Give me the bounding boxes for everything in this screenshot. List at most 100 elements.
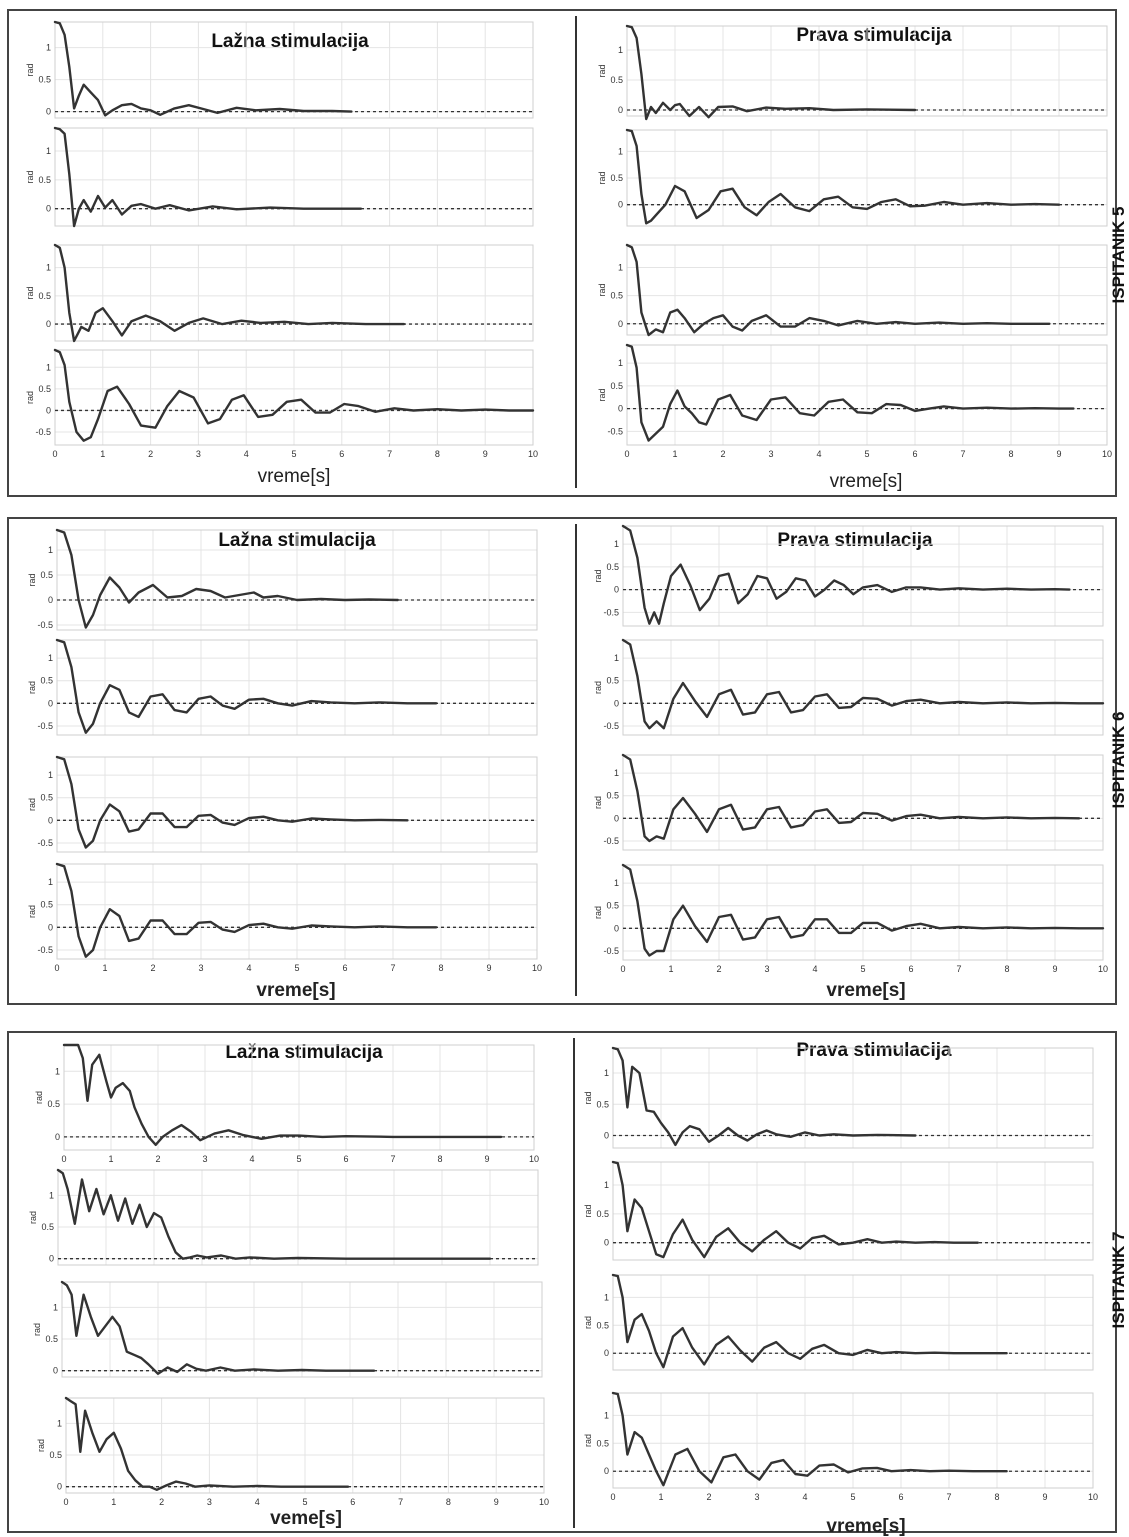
y-axis-label: rad [593, 796, 603, 809]
y-tick-label: 1 [46, 263, 51, 273]
y-tick-label: 1 [55, 1066, 60, 1076]
x-tick-label: 0 [610, 1492, 615, 1502]
x-tick-label: 2 [150, 963, 155, 973]
y-tick-label: -0.5 [35, 427, 51, 437]
y-axis-label: rad [583, 1434, 593, 1447]
y-tick-label: 1 [618, 263, 623, 273]
series-line [55, 528, 399, 629]
x-tick-label: 7 [387, 449, 392, 459]
y-tick-label: 0.5 [610, 173, 623, 183]
y-tick-label: 0.5 [610, 381, 623, 391]
plot-frame [65, 1397, 545, 1494]
y-tick-label: 0 [604, 1238, 609, 1248]
y-tick-label: 0 [604, 1348, 609, 1358]
plot-frame [626, 25, 1108, 117]
y-tick-label: -0.5 [37, 945, 53, 955]
x-tick-label: 10 [529, 1154, 539, 1164]
y-tick-label: 0.5 [40, 676, 53, 686]
chart-panel-21: 0 0.5 1 rad [583, 1046, 1094, 1149]
x-tick-label: 7 [390, 963, 395, 973]
x-tick-label: 5 [850, 1492, 855, 1502]
y-axis-label: rad [36, 1439, 46, 1452]
y-tick-label: 1 [614, 878, 619, 888]
y-tick-label: -0.5 [603, 946, 619, 956]
column-title-left-7: Lažna stimulacija [225, 1042, 383, 1063]
column-title-left-5: Lažna stimulacija [211, 31, 369, 52]
y-tick-label: 0.5 [606, 562, 619, 572]
y-axis-label: rad [25, 63, 35, 76]
y-axis-label: rad [27, 905, 37, 918]
x-tick-label: 10 [528, 449, 538, 459]
x-tick-label: 1 [658, 1492, 663, 1502]
plot-frame [622, 864, 1104, 961]
y-tick-label: 0.5 [596, 1438, 609, 1448]
plot-frame [56, 863, 538, 960]
group-frame-5 [7, 9, 1117, 497]
x-tick-label: 10 [539, 1497, 549, 1507]
y-tick-label: 0 [48, 922, 53, 932]
series-line [53, 243, 406, 343]
x-tick-label: 1 [111, 1497, 116, 1507]
x-tick-label: 7 [390, 1154, 395, 1164]
y-tick-label: 0 [57, 1482, 62, 1492]
y-tick-label: 0.5 [40, 900, 53, 910]
x-tick-label: 0 [52, 449, 57, 459]
plot-frame [622, 754, 1104, 851]
y-tick-label: 0.5 [47, 1099, 60, 1109]
y-tick-label: 0 [48, 815, 53, 825]
series-line [611, 1160, 979, 1259]
plot-frame [63, 1044, 535, 1151]
y-tick-label: 0 [618, 200, 623, 210]
x-tick-label: 7 [398, 1497, 403, 1507]
y-axis-label: rad [32, 1323, 42, 1336]
y-axis-label: rad [28, 1211, 38, 1224]
x-tick-label: 0 [620, 964, 625, 974]
y-tick-label: 0.5 [41, 1222, 54, 1232]
y-tick-label: 0 [618, 319, 623, 329]
series-line [55, 755, 409, 849]
subject-label-7: ISPITANIK 7 [1109, 1232, 1128, 1329]
plot-frame [54, 21, 534, 119]
series-line [611, 1046, 917, 1147]
y-tick-label: 1 [614, 653, 619, 663]
y-tick-label: 0 [614, 698, 619, 708]
plot-frame [54, 349, 534, 446]
y-tick-label: 1 [604, 1068, 609, 1078]
x-tick-label: 7 [956, 964, 961, 974]
series-line [55, 638, 438, 734]
y-tick-label: 1 [46, 43, 51, 53]
y-tick-label: 0.5 [596, 1099, 609, 1109]
series-line [625, 128, 1061, 225]
x-tick-label: 8 [435, 449, 440, 459]
x-tick-label: 2 [159, 1497, 164, 1507]
y-axis-label: rad [583, 1316, 593, 1329]
series-line [625, 243, 1051, 337]
chart-panel-22: 0 0.5 1 rad [583, 1160, 1094, 1261]
chart-panel-23: 0 0.5 1 rad [583, 1273, 1094, 1371]
column-title-right-7: Prava stimulacija [796, 1040, 952, 1061]
x-tick-label: 6 [343, 1154, 348, 1164]
subject-label-6: ISPITANIK 6 [1109, 712, 1128, 809]
series-line [621, 638, 1105, 730]
plot-frame [622, 525, 1104, 627]
x-axis-label-left-6: vreme[s] [256, 980, 335, 1001]
y-tick-label: 0 [48, 595, 53, 605]
x-tick-label: 0 [54, 963, 59, 973]
y-tick-label: 0 [55, 1132, 60, 1142]
x-tick-label: 3 [754, 1492, 759, 1502]
x-tick-label: 10 [1102, 449, 1112, 459]
x-tick-label: 10 [532, 963, 542, 973]
y-tick-label: 0 [48, 698, 53, 708]
y-tick-label: -0.5 [37, 620, 53, 630]
x-tick-label: 4 [255, 1497, 260, 1507]
x-tick-label: 1 [108, 1154, 113, 1164]
x-tick-label: 6 [912, 449, 917, 459]
x-tick-label: 4 [244, 449, 249, 459]
y-tick-label: 1 [604, 1292, 609, 1302]
